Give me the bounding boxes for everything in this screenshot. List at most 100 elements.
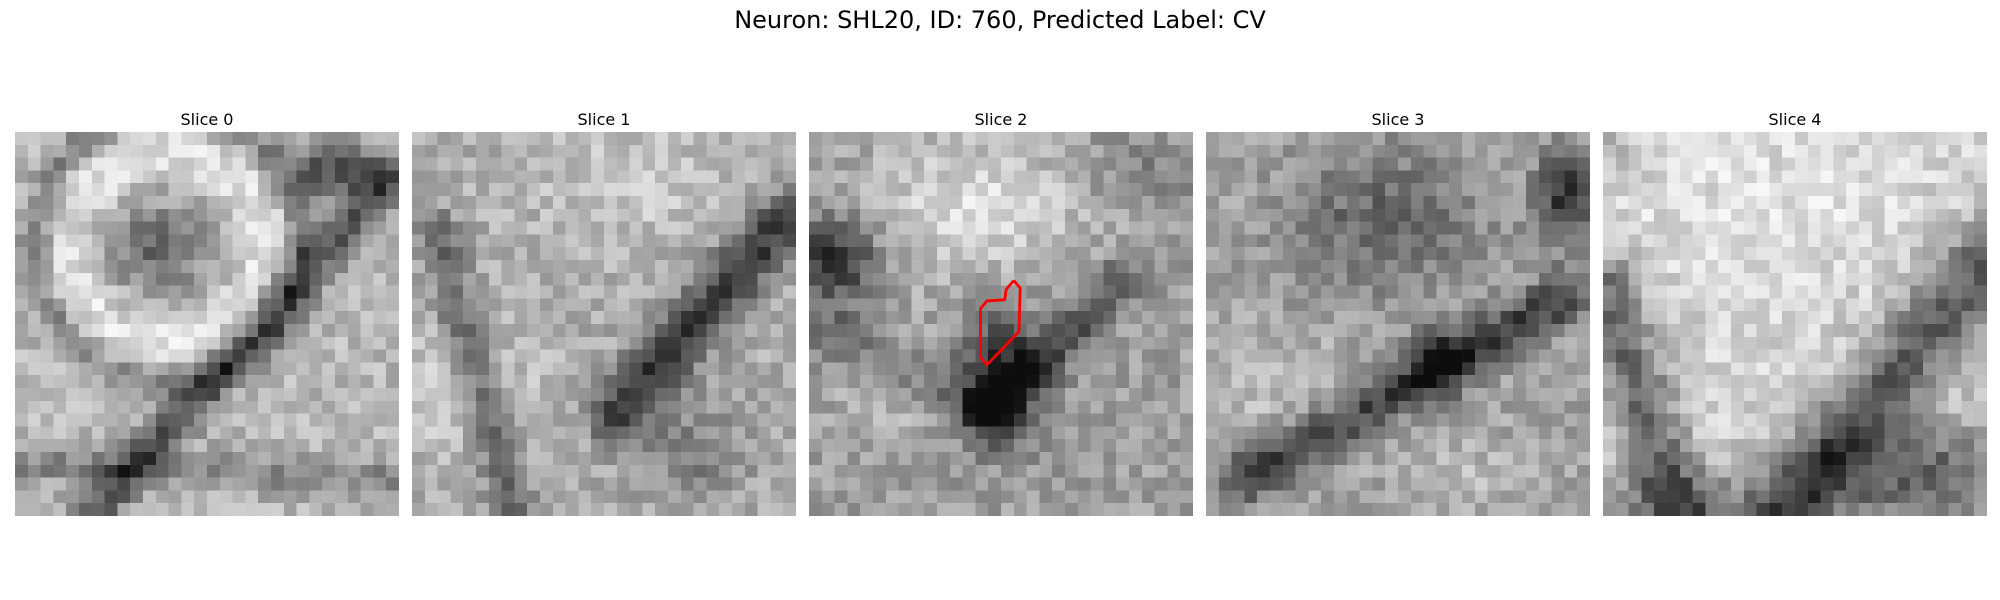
pixel: [924, 452, 938, 466]
pixel: [552, 452, 566, 466]
pixel: [591, 221, 605, 235]
pixel: [40, 452, 54, 466]
pixel: [757, 221, 771, 235]
pixel: [1206, 388, 1220, 402]
pixel: [1359, 452, 1373, 466]
pixel: [335, 452, 349, 466]
pixel: [924, 400, 938, 414]
pixel: [911, 477, 925, 491]
pixel: [1462, 362, 1476, 376]
pixel: [1270, 285, 1284, 299]
pixel: [143, 400, 157, 414]
pixel: [783, 400, 796, 414]
pixel: [1321, 324, 1335, 338]
pixel: [463, 375, 477, 389]
pixel: [1039, 285, 1053, 299]
pixel: [1756, 272, 1770, 286]
pixel: [1359, 272, 1373, 286]
pixel: [335, 272, 349, 286]
pixel: [15, 324, 29, 338]
pixel: [1846, 490, 1860, 504]
pixel: [1487, 349, 1501, 363]
pixel: [283, 388, 297, 402]
pixel: [1334, 157, 1348, 171]
pixel: [1731, 362, 1745, 376]
pixel: [1116, 272, 1130, 286]
pixel: [1782, 413, 1796, 427]
pixel: [15, 234, 29, 248]
pixel: [322, 298, 336, 312]
pixel: [360, 324, 374, 338]
pixel: [283, 503, 297, 516]
pixel: [1449, 234, 1463, 248]
pixel: [873, 362, 887, 376]
pixel: [680, 400, 694, 414]
pixel: [476, 260, 490, 274]
pixel: [1001, 362, 1015, 376]
pixel: [1218, 183, 1232, 197]
pixel: [1282, 324, 1296, 338]
pixel: [1820, 183, 1834, 197]
pixel: [386, 183, 399, 197]
pixel: [732, 464, 746, 478]
pixel: [1282, 362, 1296, 376]
pixel: [1705, 439, 1719, 453]
pixel: [219, 439, 233, 453]
pixel: [1154, 426, 1168, 440]
pixel: [463, 234, 477, 248]
pixel: [680, 260, 694, 274]
pixel: [1807, 439, 1821, 453]
pixel: [604, 208, 618, 222]
pixel: [27, 375, 41, 389]
pixel: [1436, 132, 1450, 146]
pixel: [655, 388, 669, 402]
pixel: [232, 413, 246, 427]
pixel: [629, 439, 643, 453]
pixel: [1359, 388, 1373, 402]
pixel: [207, 247, 221, 261]
pixel: [27, 144, 41, 158]
pixel: [1756, 234, 1770, 248]
pixel: [1218, 375, 1232, 389]
pixel: [527, 349, 541, 363]
pixel: [1948, 413, 1962, 427]
pixel: [1846, 426, 1860, 440]
pixel: [1743, 183, 1757, 197]
pixel: [117, 247, 131, 261]
pixel: [1308, 132, 1322, 146]
pixel: [104, 362, 118, 376]
pixel: [1833, 452, 1847, 466]
pixel: [1257, 349, 1271, 363]
pixel: [1039, 234, 1053, 248]
pixel: [1820, 400, 1834, 414]
pixel: [1923, 464, 1937, 478]
pixel: [1270, 388, 1284, 402]
pixel: [1718, 477, 1732, 491]
pixel: [1154, 285, 1168, 299]
pixel: [1654, 285, 1668, 299]
pixel: [181, 388, 195, 402]
pixel: [668, 464, 682, 478]
pixel: [873, 144, 887, 158]
pixel: [821, 336, 835, 350]
pixel: [15, 221, 29, 235]
pixel: [15, 285, 29, 299]
pixel: [91, 132, 105, 146]
pixel: [540, 375, 554, 389]
pixel: [1282, 298, 1296, 312]
pixel: [1538, 157, 1552, 171]
pixel: [283, 285, 297, 299]
pixel: [860, 247, 874, 261]
pixel: [258, 144, 272, 158]
pixel: [693, 336, 707, 350]
pixel: [1833, 234, 1847, 248]
pixel: [1948, 196, 1962, 210]
pixel: [1859, 170, 1873, 184]
pixel: [245, 183, 259, 197]
pixel: [616, 157, 630, 171]
pixel: [1474, 234, 1488, 248]
pixel: [962, 388, 976, 402]
pixel: [1090, 464, 1104, 478]
pixel: [514, 157, 528, 171]
pixel: [412, 464, 426, 478]
